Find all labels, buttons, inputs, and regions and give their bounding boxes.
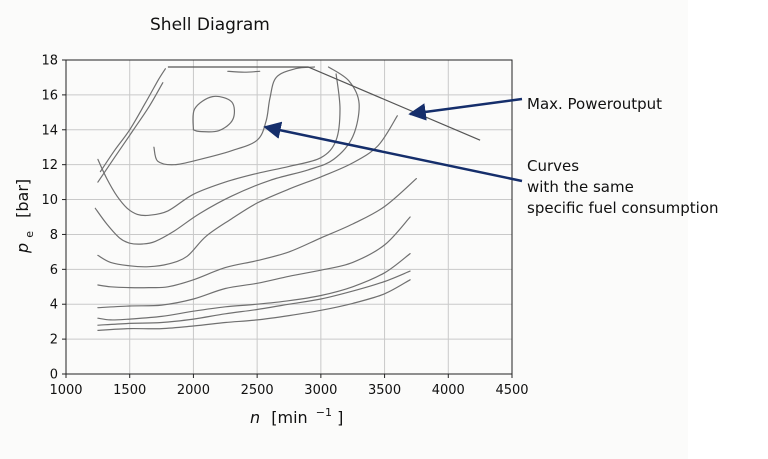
fuel-curve-7	[94, 66, 360, 245]
y-axis-unit: [bar]	[13, 179, 32, 218]
y-tick-label: 0	[50, 368, 58, 383]
x-tick-label: 4500	[495, 383, 528, 398]
x-tick-label: 1000	[49, 383, 82, 398]
fuel-curve-12	[192, 95, 235, 133]
fuel-consumption-curves	[94, 66, 417, 331]
x-tick-label: 2500	[241, 383, 274, 398]
arrow-max-power	[408, 97, 523, 121]
x-axis-exponent: −1	[316, 406, 332, 419]
fuel-curve-13	[227, 70, 261, 73]
arrow-curves	[263, 121, 523, 183]
fuel-curve-2	[97, 270, 411, 326]
fuel-curve-4	[97, 216, 411, 309]
annotation-max-power: Max. Poweroutput	[527, 95, 662, 113]
x-axis-label: n [min −1 ]	[250, 401, 343, 427]
y-tick-label: 16	[41, 88, 58, 103]
x-axis-unit-close: ]	[337, 408, 343, 427]
x-tick-label: 3500	[368, 383, 401, 398]
fuel-curve-5	[97, 178, 417, 289]
annotation-curves-line1: Curves	[527, 157, 579, 175]
y-tick-label: 6	[50, 263, 58, 278]
fuel-curve-9	[99, 68, 166, 173]
y-axis-ticks: 0 2 4 6 8 10 12 14 16 18	[41, 54, 66, 383]
y-tick-label: 18	[41, 54, 58, 69]
plot-frame	[65, 59, 513, 375]
y-tick-label: 12	[41, 158, 58, 173]
fuel-curve-1	[97, 279, 411, 331]
y-tick-label: 4	[50, 298, 58, 313]
max-power-line	[167, 66, 481, 141]
fuel-curve-8	[97, 73, 341, 217]
y-tick-label: 14	[41, 123, 58, 138]
fuel-curve-6	[97, 115, 398, 268]
y-tick-label: 8	[50, 228, 58, 243]
x-tick-label: 1500	[113, 383, 146, 398]
annotation-curves-line2: with the same	[527, 178, 634, 196]
y-axis-var: p	[13, 243, 32, 254]
y-axis-subscript: e	[23, 231, 36, 238]
x-axis-unit: [min	[271, 408, 307, 427]
grid	[65, 59, 513, 375]
x-axis-var: n	[250, 408, 260, 427]
fuel-curve-11	[153, 66, 316, 166]
fuel-curve-10	[97, 82, 164, 183]
annotation-curves-line3: specific fuel consumption	[527, 199, 719, 217]
x-tick-label: 3000	[304, 383, 337, 398]
chart-title: Shell Diagram	[150, 15, 270, 35]
y-axis-label: p e [bar]	[13, 179, 37, 254]
fuel-curve-3	[97, 253, 411, 321]
max-power-line-group	[167, 66, 481, 141]
y-tick-label: 10	[41, 193, 58, 208]
x-tick-label: 4000	[432, 383, 465, 398]
y-tick-label: 2	[50, 333, 58, 348]
x-tick-label: 2000	[177, 383, 210, 398]
x-axis-ticks: 1000 1500 2000 2500 3000 3500 4000 4500	[49, 374, 529, 398]
